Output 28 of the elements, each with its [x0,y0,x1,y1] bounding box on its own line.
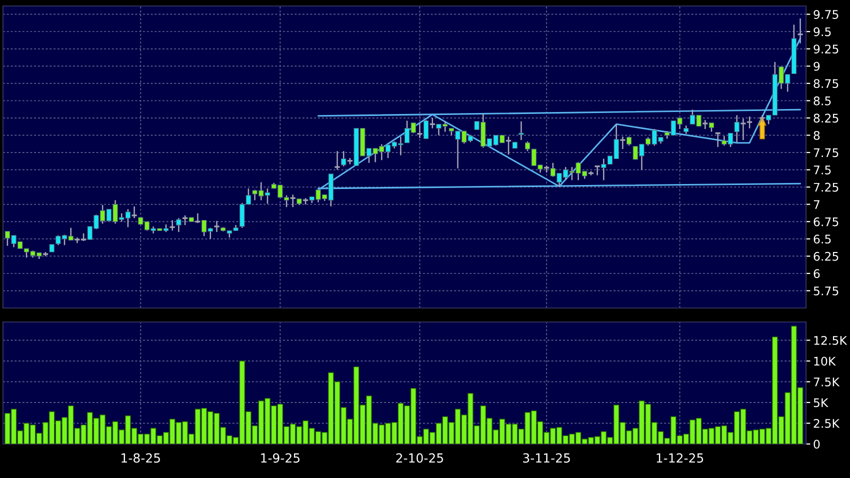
x-tick-label: 1-8-25 [122,453,160,463]
y-tick-label: 8.5 [814,96,831,106]
x-tick-label: 1-9-25 [261,453,300,463]
y-tick-label: 7.75 [814,148,838,158]
y-tick-label: 8.25 [814,114,838,123]
y-tick-label: 6.5 [814,234,831,244]
y-tick-label: 5K [814,398,828,408]
y-tick-label: 7.25 [814,182,838,192]
y-tick-label: 7.5K [814,378,840,386]
y-tick-label: 9.25 [814,44,838,54]
y-tick-label: 12.5K [814,336,848,345]
y-tick-label: 8 [814,130,820,140]
y-tick-label: 7.5 [814,166,831,174]
y-tick-label: 6.75 [814,217,838,226]
y-tick-label: 8.75 [814,79,838,88]
y-tick-label: 9.5 [814,27,831,36]
y-tick-label: 10K [814,356,836,366]
x-tick-label: 1-12-25 [656,453,704,463]
y-tick-label: 5.75 [814,286,838,296]
y-tick-label: 6 [814,269,820,278]
y-tick-label: 2.5K [814,418,840,428]
x-tick-label: 3-11-25 [523,453,570,463]
y-tick-label: 0 [814,440,820,449]
y-tick-label: 9.75 [814,10,838,19]
y-tick-label: 9 [814,62,820,71]
x-tick-label: 2-10-25 [396,453,444,463]
y-tick-label: 7 [814,200,820,209]
y-tick-label: 6.25 [814,252,838,261]
